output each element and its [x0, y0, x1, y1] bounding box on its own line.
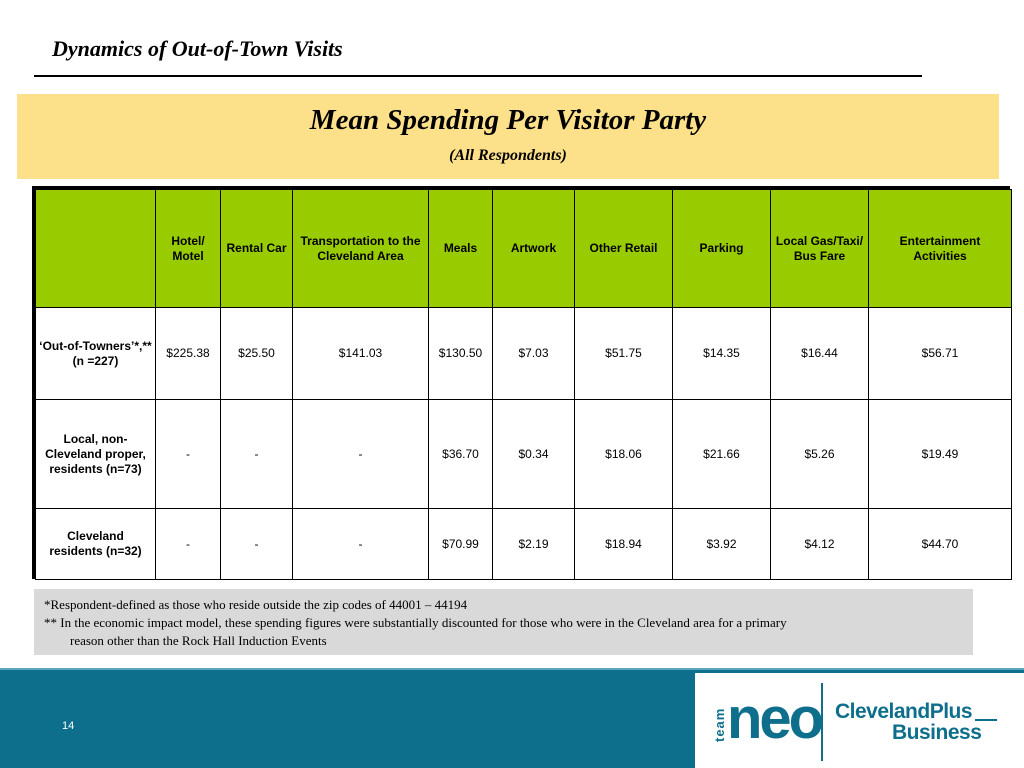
header-local-gas-taxi-bus: Local Gas/Taxi/ Bus Fare: [770, 189, 869, 308]
table-cell: $70.99: [428, 508, 493, 580]
header-artwork: Artwork: [492, 189, 575, 308]
table-cell: -: [220, 508, 293, 580]
table-cell: $0.34: [492, 399, 575, 509]
slide-title: Dynamics of Out-of-Town Visits: [52, 36, 343, 61]
page-number: 14: [62, 720, 75, 732]
logo-business-text: Business: [892, 721, 982, 744]
logo-accent-line: [975, 719, 997, 721]
table-cell: $130.50: [428, 307, 493, 400]
footnote-respondent-defined: *Respondent-defined as those who reside …: [44, 597, 468, 612]
table-cell: $3.92: [672, 508, 771, 580]
row-label: Local, non-Cleveland proper, residents (…: [35, 399, 156, 509]
table-cell: $141.03: [292, 307, 429, 400]
slide-footer: 14 team neo ClevelandPlus Business: [0, 668, 1024, 768]
header-rental-car: Rental Car: [220, 189, 293, 308]
table-cell: $44.70: [868, 508, 1012, 580]
table-header-row: Hotel/ Motel Rental Car Transportation t…: [35, 189, 1012, 308]
table-cell: $19.49: [868, 399, 1012, 509]
table-cell: $51.75: [574, 307, 673, 400]
table-cell: $36.70: [428, 399, 493, 509]
table-cell: $56.71: [868, 307, 1012, 400]
header-hotel-motel: Hotel/ Motel: [155, 189, 221, 308]
table-cell: -: [292, 399, 429, 509]
table-cell: $21.66: [672, 399, 771, 509]
spending-table: Hotel/ Motel Rental Car Transportation t…: [35, 189, 1012, 580]
table-cell: $25.50: [220, 307, 293, 400]
table-cell: $18.94: [574, 508, 673, 580]
table-cell: $14.35: [672, 307, 771, 400]
banner-subtitle: (All Respondents): [449, 147, 567, 164]
table-cell: -: [220, 399, 293, 509]
row-label: ‘Out-of-Towners’*,** (n =227): [35, 307, 156, 400]
footnote-economic-impact: ** In the economic impact model, these s…: [44, 615, 787, 630]
header-corner: [35, 189, 156, 308]
table-banner: Mean Spending Per Visitor Party (All Res…: [17, 94, 999, 179]
table-cell: $2.19: [492, 508, 575, 580]
table-cell: $16.44: [770, 307, 869, 400]
title-divider: [34, 75, 922, 77]
table-cell: $5.26: [770, 399, 869, 509]
footnote-economic-impact-cont: reason other than the Rock Hall Inductio…: [70, 633, 327, 648]
table-cell: $4.12: [770, 508, 869, 580]
header-parking: Parking: [672, 189, 771, 308]
header-entertainment: Entertainment Activities: [868, 189, 1012, 308]
logo-divider: [821, 683, 823, 761]
header-other-retail: Other Retail: [574, 189, 673, 308]
logo-clevelandplus-text: ClevelandPlus: [835, 700, 973, 723]
table-cell: -: [292, 508, 429, 580]
table-cell: $225.38: [155, 307, 221, 400]
table-row-out-of-towners: ‘Out-of-Towners’*,** (n =227) $225.38 $2…: [35, 307, 1012, 400]
table-cell: -: [155, 508, 221, 580]
header-meals: Meals: [428, 189, 493, 308]
logo-neo-text: neo: [727, 686, 824, 751]
table-cell: -: [155, 399, 221, 509]
banner-title: Mean Spending Per Visitor Party: [309, 104, 707, 136]
table-row-cleveland-residents: Cleveland residents (n=32) - - - $70.99 …: [35, 508, 1012, 580]
sponsor-logo: team neo ClevelandPlus Business: [695, 673, 1024, 768]
header-transportation: Transportation to the Cleveland Area: [292, 189, 429, 308]
logo-team-text: team: [712, 707, 727, 743]
table-cell: $7.03: [492, 307, 575, 400]
spending-table-frame: Hotel/ Motel Rental Car Transportation t…: [32, 186, 1012, 580]
table-row-local-non-cleveland: Local, non-Cleveland proper, residents (…: [35, 399, 1012, 509]
footnotes-box: *Respondent-defined as those who reside …: [34, 589, 973, 655]
table-cell: $18.06: [574, 399, 673, 509]
row-label: Cleveland residents (n=32): [35, 508, 156, 580]
